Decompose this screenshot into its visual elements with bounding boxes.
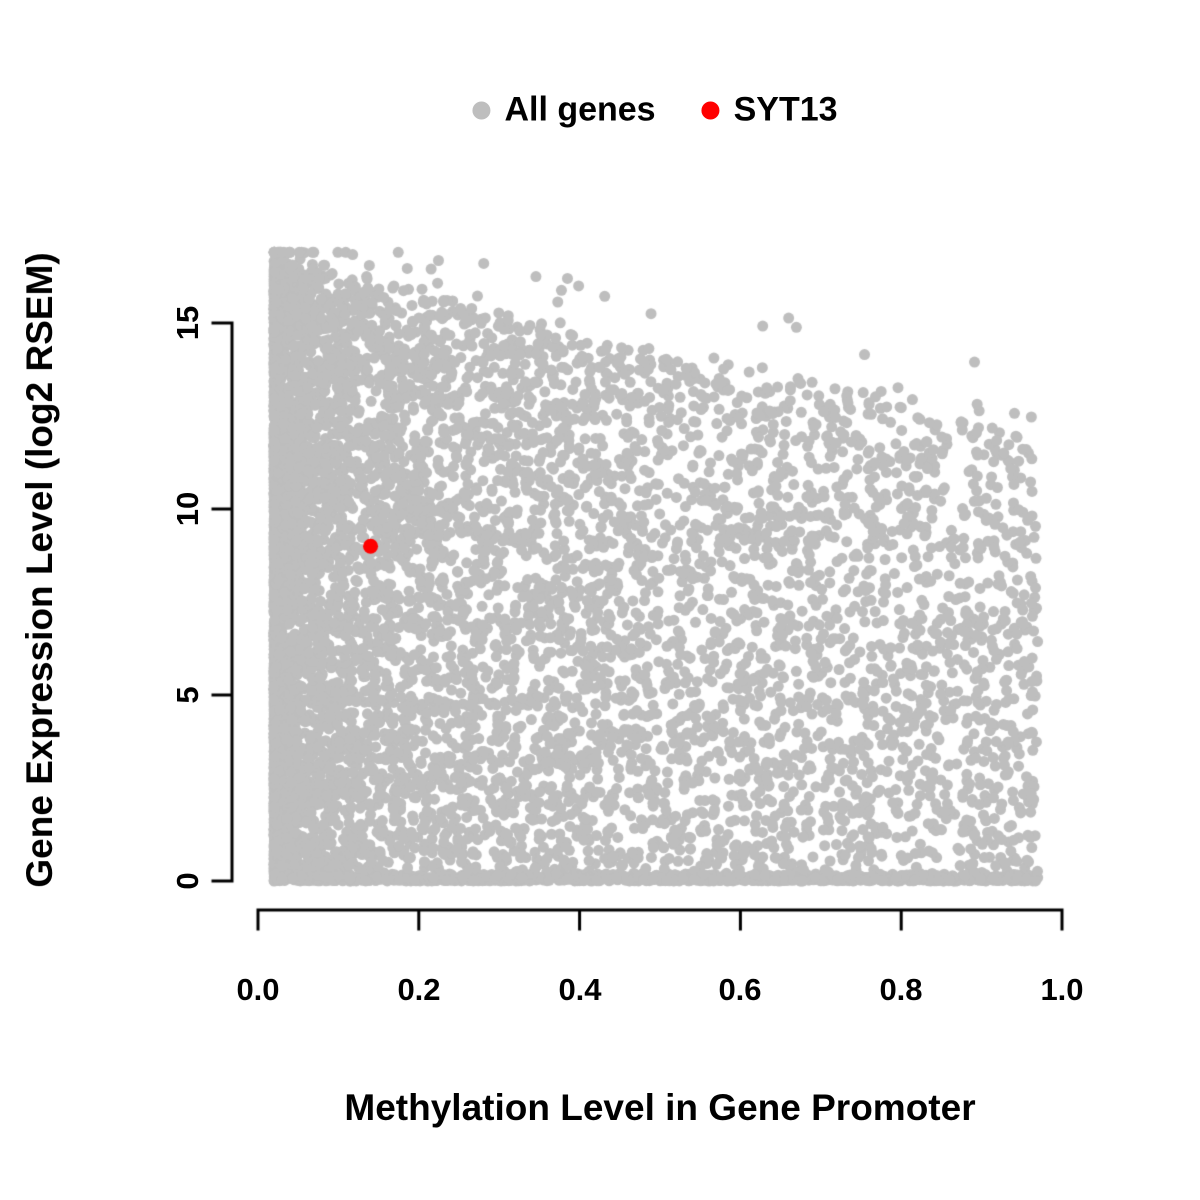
x-tick-label-0.8: 0.8	[879, 972, 923, 1007]
y-tick-label-0: 0	[170, 872, 205, 890]
x-tick-label-0.0: 0.0	[236, 972, 280, 1007]
y-tick-label-5: 5	[170, 686, 205, 704]
x-tick-label-0.2: 0.2	[397, 972, 441, 1007]
y-tick-label-10: 10	[170, 491, 205, 527]
x-tick-label-0.6: 0.6	[718, 972, 762, 1007]
x-tick-label-0.4: 0.4	[558, 972, 602, 1007]
legend-label-all-genes: All genes	[504, 90, 656, 129]
x-axis-label: Methylation Level in Gene Promoter	[344, 1087, 976, 1128]
legend-item-syt13: SYT13	[701, 90, 838, 130]
y-tick-label-15: 15	[170, 305, 205, 341]
legend: All genes SYT13	[472, 90, 838, 130]
y-axis-label: Gene Expression Level (log2 RSEM)	[19, 252, 60, 888]
x-tick-label-1.0: 1.0	[1040, 972, 1084, 1007]
legend-item-all-genes: All genes	[472, 90, 656, 130]
legend-marker-syt13-icon	[701, 101, 720, 119]
legend-marker-all-genes-icon	[472, 101, 491, 119]
legend-label-syt13: SYT13	[733, 90, 838, 129]
